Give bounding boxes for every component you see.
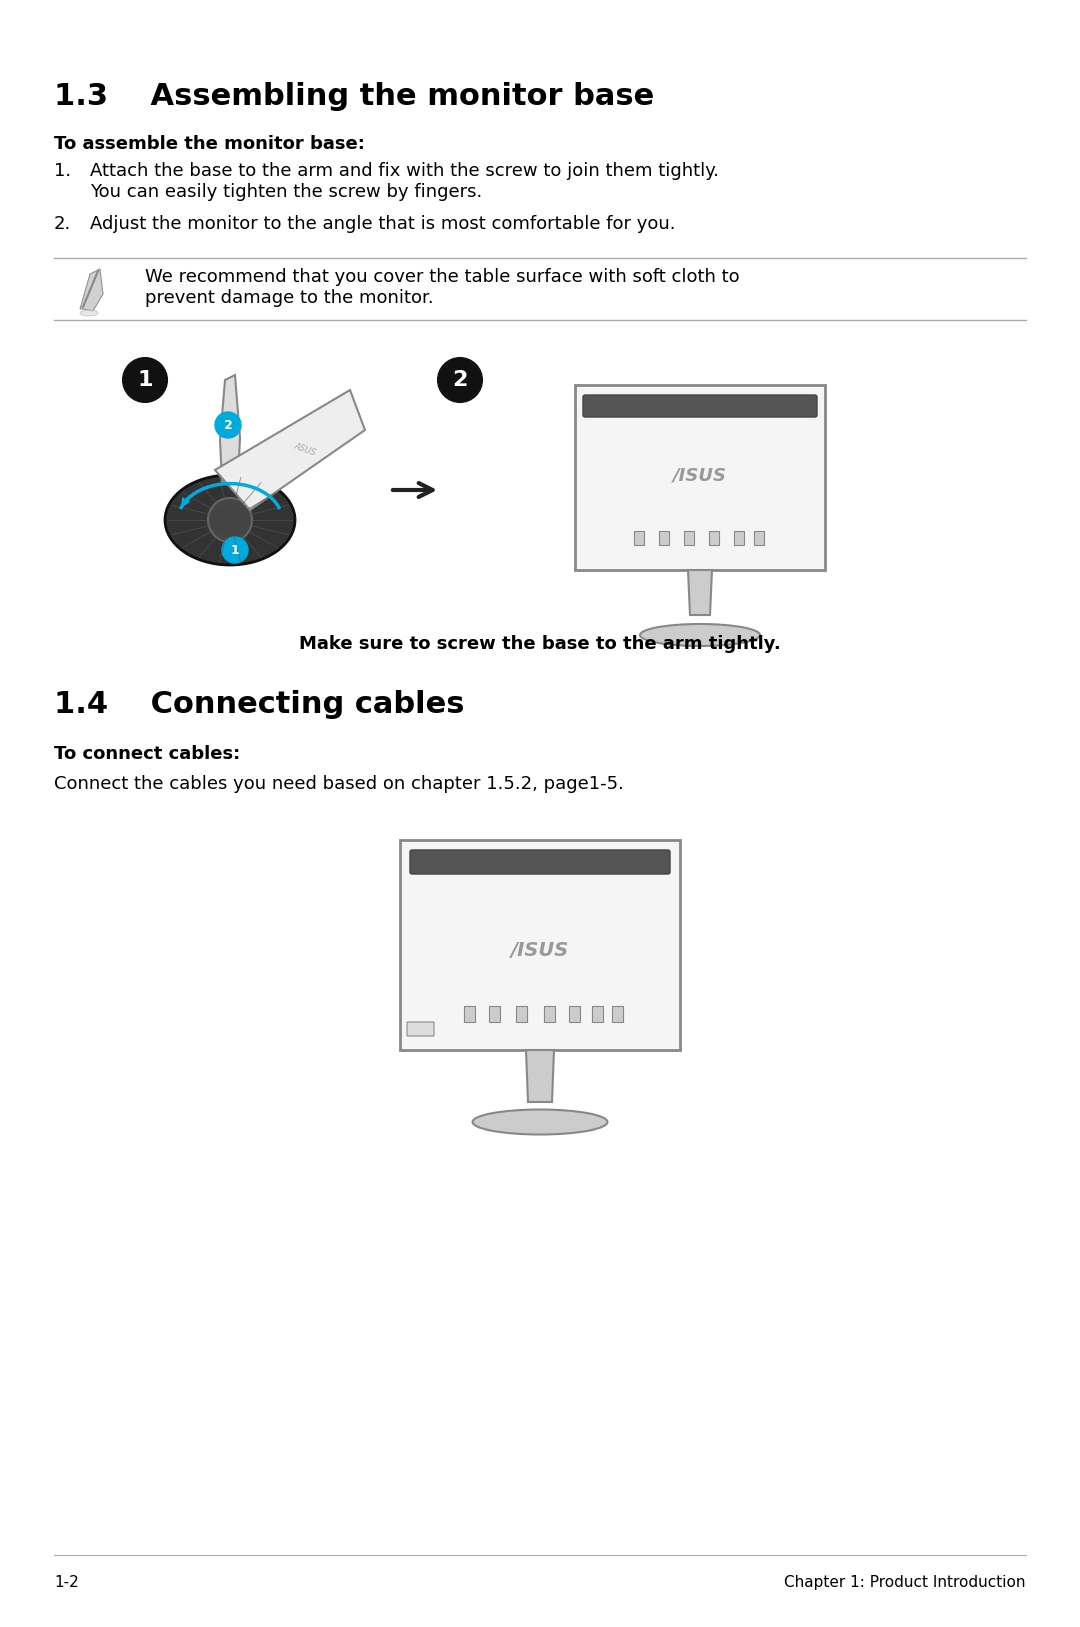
FancyBboxPatch shape — [516, 1005, 527, 1022]
Text: /ISUS: /ISUS — [673, 465, 727, 483]
Ellipse shape — [473, 1110, 607, 1134]
Ellipse shape — [80, 311, 98, 316]
Text: We recommend that you cover the table surface with soft cloth to
prevent damage : We recommend that you cover the table su… — [145, 268, 740, 308]
FancyBboxPatch shape — [583, 395, 816, 417]
Text: 1: 1 — [231, 543, 240, 556]
Text: Adjust the monitor to the angle that is most comfortable for you.: Adjust the monitor to the angle that is … — [90, 215, 675, 233]
FancyBboxPatch shape — [569, 1005, 580, 1022]
Text: You can easily tighten the screw by fingers.: You can easily tighten the screw by fing… — [90, 182, 483, 202]
FancyBboxPatch shape — [544, 1005, 555, 1022]
Text: To connect cables:: To connect cables: — [54, 745, 240, 763]
Text: 2: 2 — [224, 418, 232, 431]
Text: /ISUS: /ISUS — [511, 940, 569, 960]
FancyBboxPatch shape — [464, 1005, 475, 1022]
Polygon shape — [215, 390, 365, 509]
Text: 1.4    Connecting cables: 1.4 Connecting cables — [54, 690, 464, 719]
Text: Connect the cables you need based on chapter 1.5.2, page1-5.: Connect the cables you need based on cha… — [54, 774, 624, 792]
Circle shape — [438, 358, 482, 402]
Text: 1-2: 1-2 — [54, 1575, 79, 1590]
Text: Attach the base to the arm and fix with the screw to join them tightly.: Attach the base to the arm and fix with … — [90, 163, 719, 181]
Text: 1: 1 — [137, 369, 152, 390]
Circle shape — [208, 498, 252, 542]
Circle shape — [123, 358, 167, 402]
FancyBboxPatch shape — [754, 530, 764, 545]
FancyBboxPatch shape — [612, 1005, 623, 1022]
Text: 1.: 1. — [54, 163, 71, 181]
Polygon shape — [526, 1049, 554, 1101]
Polygon shape — [220, 374, 240, 482]
Polygon shape — [688, 569, 712, 615]
FancyBboxPatch shape — [400, 840, 680, 1049]
Text: 1.3    Assembling the monitor base: 1.3 Assembling the monitor base — [54, 81, 654, 111]
FancyBboxPatch shape — [407, 1022, 434, 1036]
FancyBboxPatch shape — [410, 849, 670, 874]
FancyBboxPatch shape — [489, 1005, 500, 1022]
Text: Chapter 1: Product Introduction: Chapter 1: Product Introduction — [784, 1575, 1026, 1590]
Ellipse shape — [165, 475, 295, 565]
FancyBboxPatch shape — [592, 1005, 603, 1022]
Circle shape — [215, 412, 241, 438]
FancyBboxPatch shape — [734, 530, 744, 545]
Text: ASUS: ASUS — [293, 443, 318, 459]
FancyBboxPatch shape — [708, 530, 719, 545]
FancyBboxPatch shape — [684, 530, 694, 545]
Text: Make sure to screw the base to the arm tightly.: Make sure to screw the base to the arm t… — [299, 635, 781, 652]
Text: To assemble the monitor base:: To assemble the monitor base: — [54, 135, 365, 153]
FancyBboxPatch shape — [659, 530, 669, 545]
Text: 2: 2 — [453, 369, 468, 390]
Ellipse shape — [640, 625, 760, 646]
Circle shape — [222, 537, 248, 563]
Polygon shape — [80, 268, 103, 311]
FancyBboxPatch shape — [575, 386, 825, 569]
Text: 2.: 2. — [54, 215, 71, 233]
FancyBboxPatch shape — [634, 530, 644, 545]
